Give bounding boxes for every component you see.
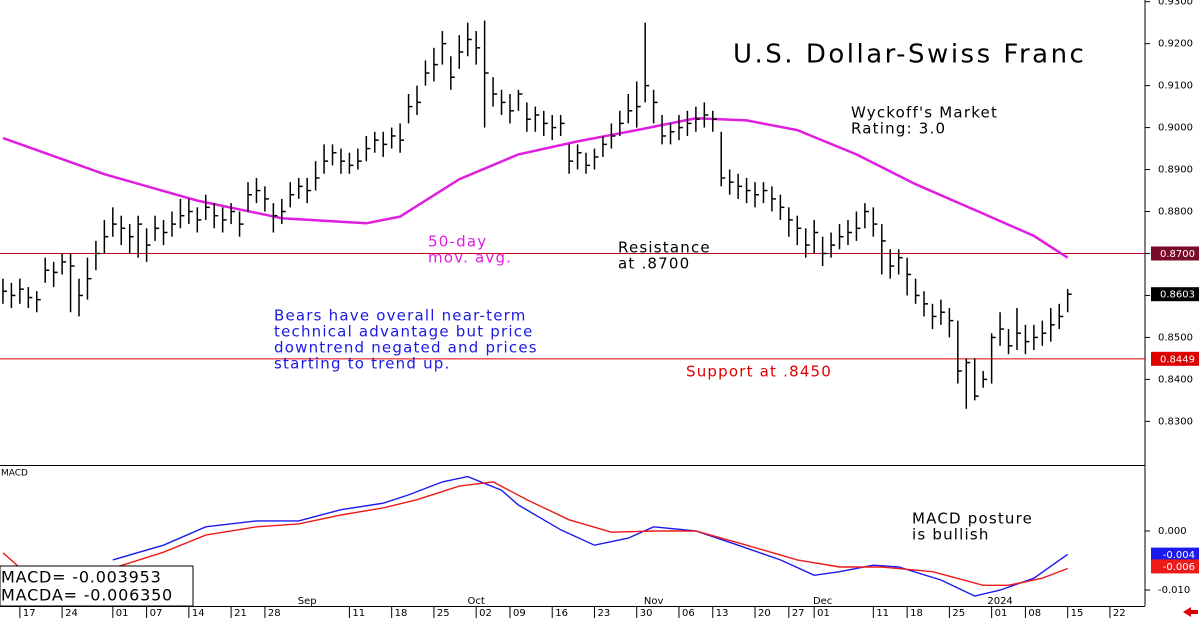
price-tag [1151,287,1199,302]
x-tick-label: 18 [910,608,923,618]
month-label: Sep [298,596,317,607]
legend-box [0,565,194,607]
x-tick-label: 02 [479,608,492,618]
price-tag [1151,246,1199,261]
price-tag [1151,351,1199,366]
panel-label: MACD [1,469,28,479]
x-tick-label: 18 [395,608,408,618]
x-tick-label: 20 [758,608,771,618]
x-tick-label: 30 [640,608,653,618]
y-tick-label: 0.9200 [1158,39,1193,50]
y-tick-label: 0.9300 [1158,0,1193,8]
x-tick-label: 11 [352,608,365,618]
price-tag-label: 0.8603 [1160,290,1195,301]
macd-line [2,481,1068,586]
x-tick-label: 01 [995,608,1008,618]
annotation: starting to trend up. [274,355,450,373]
x-tick-label: 25 [952,608,965,618]
y-tick-label: 0.8300 [1158,416,1193,427]
price-tag-label: -0.006 [1163,562,1195,573]
x-tick-label: 01 [817,608,830,618]
y-tick-label: -0.010 [1158,585,1190,596]
y-tick-label: 0.8900 [1158,165,1193,176]
y-tick-label: 0.9000 [1158,123,1193,134]
annotation: technical advantage but price [274,323,534,341]
price-tag-label: 0.8449 [1160,354,1195,365]
month-label: Nov [644,596,664,607]
price-tag-label: 0.8700 [1160,249,1195,260]
y-tick-label: 0.8400 [1158,374,1193,385]
annotation: at .8700 [618,255,690,273]
price-tag-label: -0.004 [1163,550,1195,561]
x-tick-label: 08 [1028,608,1041,618]
x-tick-label: 24 [65,608,78,618]
x-tick-label: 07 [150,608,163,618]
annotation: 50-day [428,233,487,251]
legend-entry: MACD= -0.003953 [1,568,162,587]
x-tick-label: 23 [597,608,610,618]
x-tick-label: 28 [268,608,281,618]
x-tick-label: 21 [234,608,247,618]
x-tick-label: 11 [876,608,889,618]
moving-average [2,117,1069,259]
x-tick-label: 13 [716,608,729,618]
annotation: is bullish [912,526,990,544]
x-tick-label: 09 [513,608,526,618]
legend-entry: MACDA= -0.006350 [1,586,173,605]
annotation: MACD posture [912,510,1033,528]
x-tick-label: 27 [792,608,805,618]
x-tick-label: 25 [437,608,450,618]
annotation: Wyckoff's Market [851,104,998,122]
price-tag [1151,559,1199,574]
month-label: Oct [468,596,485,607]
annotation: mov. avg. [428,249,512,267]
x-tick-label: 06 [682,608,695,618]
price-tag [1151,547,1199,562]
macd-line [112,475,1069,597]
y-tick-label: 0.9100 [1158,81,1193,92]
x-tick-label: 22 [1113,608,1126,618]
annotation: Resistance [618,239,711,257]
x-tick-label: 16 [555,608,568,618]
x-tick-label: 14 [192,608,205,618]
chart-title: U.S. Dollar-Swiss Franc [733,40,1086,70]
month-label: 2024 [987,596,1012,607]
month-label: Dec [813,596,832,607]
annotation: Support at .8450 [686,363,832,381]
annotation: downtrend negated and prices [274,339,538,357]
y-tick-label: 0.8800 [1158,207,1193,218]
y-tick-label: 0.8500 [1158,332,1193,343]
scroll-arrow [1183,607,1198,617]
y-tick-label: 0.000 [1158,526,1187,537]
x-tick-label: 15 [1071,608,1084,618]
annotation: Bears have overall near-term [274,307,527,325]
x-tick-label: 01 [116,608,129,618]
annotation: Rating: 3.0 [851,120,946,138]
x-tick-label: 17 [23,608,36,618]
